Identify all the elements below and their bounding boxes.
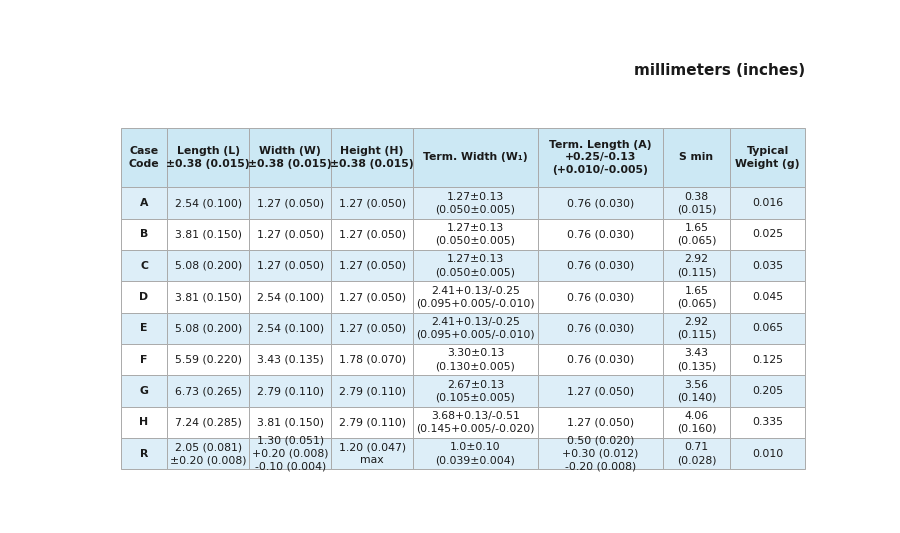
Text: 0.035: 0.035 bbox=[752, 261, 783, 271]
Bar bbox=[538, 344, 662, 375]
Bar bbox=[413, 407, 538, 438]
Text: 1.27 (0.050): 1.27 (0.050) bbox=[338, 261, 406, 271]
Bar bbox=[662, 313, 730, 344]
Text: 0.76 (0.030): 0.76 (0.030) bbox=[567, 198, 634, 208]
Bar bbox=[121, 219, 167, 250]
Text: 1.27 (0.050): 1.27 (0.050) bbox=[338, 198, 406, 208]
Bar bbox=[538, 219, 662, 250]
Text: C: C bbox=[140, 261, 148, 271]
Text: 0.76 (0.030): 0.76 (0.030) bbox=[567, 261, 634, 271]
Text: 1.27 (0.050): 1.27 (0.050) bbox=[567, 386, 634, 396]
Text: 1.78 (0.070): 1.78 (0.070) bbox=[338, 355, 406, 365]
Text: 2.92
(0.115): 2.92 (0.115) bbox=[677, 254, 716, 277]
Text: 2.54 (0.100): 2.54 (0.100) bbox=[256, 292, 324, 302]
Bar bbox=[662, 127, 730, 188]
Bar bbox=[730, 250, 806, 281]
Text: 5.08 (0.200): 5.08 (0.200) bbox=[175, 261, 242, 271]
Bar bbox=[413, 127, 538, 188]
Bar bbox=[662, 219, 730, 250]
Text: 0.76 (0.030): 0.76 (0.030) bbox=[567, 292, 634, 302]
Bar bbox=[413, 375, 538, 407]
Bar bbox=[249, 188, 331, 219]
Bar bbox=[167, 281, 249, 313]
Bar bbox=[331, 127, 413, 188]
Bar bbox=[413, 250, 538, 281]
Bar bbox=[331, 407, 413, 438]
Bar bbox=[413, 281, 538, 313]
Text: R: R bbox=[140, 449, 148, 459]
Bar bbox=[662, 188, 730, 219]
Bar bbox=[167, 219, 249, 250]
Text: 1.0±0.10
(0.039±0.004): 1.0±0.10 (0.039±0.004) bbox=[436, 442, 516, 465]
Text: 2.41+0.13/-0.25
(0.095+0.005/-0.010): 2.41+0.13/-0.25 (0.095+0.005/-0.010) bbox=[416, 317, 535, 340]
Text: 0.125: 0.125 bbox=[752, 355, 783, 365]
Text: 1.65
(0.065): 1.65 (0.065) bbox=[677, 286, 716, 309]
Text: 1.27±0.13
(0.050±0.005): 1.27±0.13 (0.050±0.005) bbox=[436, 254, 516, 277]
Text: millimeters (inches): millimeters (inches) bbox=[634, 63, 806, 78]
Text: 0.045: 0.045 bbox=[752, 292, 783, 302]
Bar bbox=[331, 438, 413, 470]
Bar bbox=[249, 219, 331, 250]
Text: Term. Width (W₁): Term. Width (W₁) bbox=[423, 152, 527, 163]
Text: 0.76 (0.030): 0.76 (0.030) bbox=[567, 324, 634, 334]
Bar bbox=[121, 281, 167, 313]
Bar bbox=[413, 344, 538, 375]
Text: S min: S min bbox=[680, 152, 714, 163]
Text: 1.27 (0.050): 1.27 (0.050) bbox=[338, 324, 406, 334]
Text: 2.79 (0.110): 2.79 (0.110) bbox=[338, 417, 406, 427]
Bar bbox=[662, 438, 730, 470]
Text: B: B bbox=[140, 229, 148, 239]
Text: 5.59 (0.220): 5.59 (0.220) bbox=[175, 355, 242, 365]
Bar bbox=[662, 407, 730, 438]
Bar bbox=[538, 281, 662, 313]
Text: 2.41+0.13/-0.25
(0.095+0.005/-0.010): 2.41+0.13/-0.25 (0.095+0.005/-0.010) bbox=[416, 286, 535, 309]
Bar bbox=[167, 407, 249, 438]
Text: 3.68+0.13/-0.51
(0.145+0.005/-0.020): 3.68+0.13/-0.51 (0.145+0.005/-0.020) bbox=[416, 411, 535, 434]
Bar bbox=[249, 375, 331, 407]
Text: 7.24 (0.285): 7.24 (0.285) bbox=[175, 417, 241, 427]
Bar bbox=[167, 438, 249, 470]
Text: 0.205: 0.205 bbox=[752, 386, 783, 396]
Bar bbox=[167, 250, 249, 281]
Bar bbox=[249, 127, 331, 188]
Text: 1.27 (0.050): 1.27 (0.050) bbox=[256, 261, 324, 271]
Bar bbox=[730, 188, 806, 219]
Text: 0.065: 0.065 bbox=[752, 324, 783, 334]
Text: 2.54 (0.100): 2.54 (0.100) bbox=[175, 198, 242, 208]
Text: 0.38
(0.015): 0.38 (0.015) bbox=[677, 192, 716, 214]
Bar bbox=[167, 188, 249, 219]
Text: 1.27 (0.050): 1.27 (0.050) bbox=[256, 198, 324, 208]
Bar bbox=[249, 407, 331, 438]
Bar bbox=[167, 344, 249, 375]
Bar bbox=[249, 313, 331, 344]
Text: F: F bbox=[140, 355, 148, 365]
Text: 0.025: 0.025 bbox=[752, 229, 783, 239]
Text: G: G bbox=[140, 386, 148, 396]
Text: Case
Code: Case Code bbox=[129, 146, 159, 169]
Bar bbox=[121, 188, 167, 219]
Bar bbox=[167, 127, 249, 188]
Bar bbox=[331, 188, 413, 219]
Bar bbox=[167, 375, 249, 407]
Text: 0.71
(0.028): 0.71 (0.028) bbox=[677, 442, 716, 465]
Text: 2.67±0.13
(0.105±0.005): 2.67±0.13 (0.105±0.005) bbox=[436, 379, 516, 402]
Bar bbox=[538, 250, 662, 281]
Bar bbox=[730, 281, 806, 313]
Text: 1.27 (0.050): 1.27 (0.050) bbox=[256, 229, 324, 239]
Text: 3.43
(0.135): 3.43 (0.135) bbox=[677, 349, 716, 371]
Text: 0.335: 0.335 bbox=[752, 417, 783, 427]
Text: 0.016: 0.016 bbox=[752, 198, 783, 208]
Bar bbox=[249, 250, 331, 281]
Text: 0.010: 0.010 bbox=[752, 449, 783, 459]
Bar bbox=[730, 219, 806, 250]
Bar bbox=[413, 313, 538, 344]
Bar bbox=[413, 438, 538, 470]
Text: 3.81 (0.150): 3.81 (0.150) bbox=[175, 229, 242, 239]
Text: 1.30 (0.051)
+0.20 (0.008)
-0.10 (0.004): 1.30 (0.051) +0.20 (0.008) -0.10 (0.004) bbox=[252, 436, 328, 472]
Bar bbox=[331, 375, 413, 407]
Text: Width (W)
±0.38 (0.015): Width (W) ±0.38 (0.015) bbox=[248, 146, 332, 169]
Bar bbox=[730, 438, 806, 470]
Bar bbox=[331, 313, 413, 344]
Text: 1.27 (0.050): 1.27 (0.050) bbox=[567, 417, 634, 427]
Bar bbox=[662, 250, 730, 281]
